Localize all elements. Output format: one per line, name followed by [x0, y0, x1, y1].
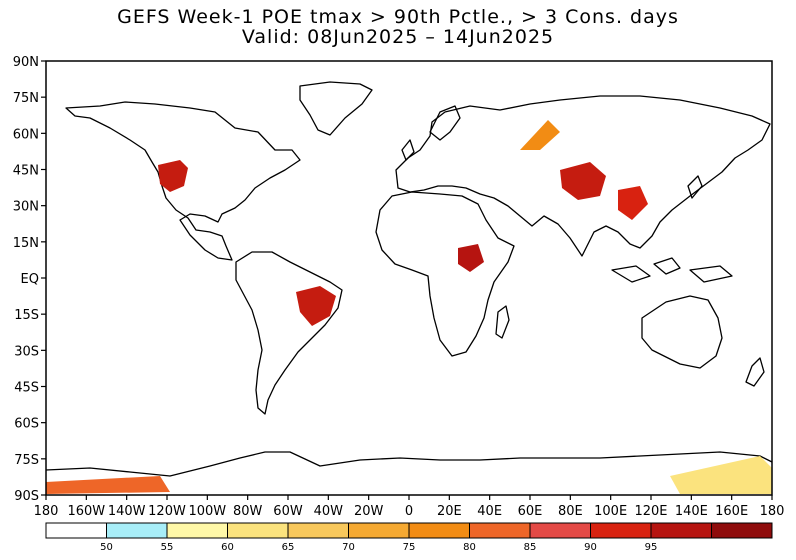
colorbar-swatch — [529, 522, 591, 539]
lat-tick-label: 60N — [13, 127, 39, 142]
south-america-outline — [235, 251, 343, 415]
colorbar-swatch — [227, 522, 289, 539]
colorbar-label: 80 — [463, 542, 476, 553]
lon-tick-label: 40E — [477, 504, 502, 519]
heat-patch-russia — [520, 120, 560, 150]
lon-tick-label: 180 — [34, 504, 59, 519]
heat-patch-antarctic-east — [670, 456, 772, 494]
heat-patch-east-africa — [458, 244, 484, 272]
lon-tick-label: 160E — [715, 504, 748, 519]
madagascar-outline — [495, 305, 510, 339]
heat-patch-china — [618, 186, 648, 220]
lon-tick-label: 40W — [314, 504, 344, 519]
africa-outline — [375, 191, 515, 357]
lon-tick-label: 140W — [108, 504, 146, 519]
lat-tick-label: 90S — [14, 489, 39, 504]
colorbar-swatch — [348, 522, 410, 539]
australia-outline — [641, 295, 723, 369]
lat-tick-label: 15S — [14, 308, 39, 323]
lat-tick-label: 15N — [13, 236, 39, 251]
color-legend: 50 55 60 65 70 75 80 85 90 95 — [45, 522, 773, 553]
colorbar-label: 60 — [221, 542, 234, 553]
heat-patch-western-us — [158, 160, 188, 192]
colorbar-label: 50 — [100, 542, 113, 553]
lat-tick-label: EQ — [21, 272, 39, 287]
colorbar-swatch — [408, 522, 470, 539]
lat-tick-label: 30N — [13, 200, 39, 215]
north-america-outline — [65, 101, 301, 261]
colorbar-swatch — [45, 522, 107, 539]
colorbar-label: 85 — [524, 542, 537, 553]
lon-tick-label: 80W — [233, 504, 263, 519]
heat-patch-antarctic-west — [46, 476, 170, 494]
lat-tick-label: 30S — [14, 344, 39, 359]
longitude-ticks: 180 160W 140W 120W 100W 80W 60W 40W 20W 0 20E 40E 60… — [34, 495, 785, 519]
lon-tick-label: 180 — [760, 504, 785, 519]
lon-tick-label: 140E — [675, 504, 708, 519]
lon-tick-label: 20W — [354, 504, 384, 519]
lon-tick-label: 60E — [518, 504, 543, 519]
lat-tick-label: 75N — [13, 91, 39, 106]
lat-tick-label: 75S — [14, 453, 39, 468]
japan-outline — [687, 175, 703, 199]
latitude-ticks: 90N 75N 60N 45N 30N 15N EQ 15S 30S 45S 60S 75S 90S — [13, 55, 46, 504]
colorbar-swatch — [287, 522, 349, 539]
lon-tick-label: 100W — [188, 504, 226, 519]
heat-patch-brazil — [296, 286, 336, 326]
lon-tick-label: 100E — [594, 504, 627, 519]
lat-tick-label: 90N — [13, 55, 39, 70]
lat-tick-label: 45N — [13, 164, 39, 179]
heat-patch-central-asia — [560, 162, 606, 200]
colorbar-label: 65 — [282, 542, 295, 553]
antarctica-outline — [45, 451, 773, 477]
greenland-outline — [299, 81, 373, 136]
lon-tick-label: 120E — [634, 504, 667, 519]
colorbar-label: 95 — [645, 542, 658, 553]
colorbar-label: 70 — [342, 542, 355, 553]
eurasia-outline — [395, 95, 771, 257]
colorbar-swatch — [469, 522, 531, 539]
colorbar-label: 55 — [161, 542, 174, 553]
british-isles-outline — [401, 139, 415, 161]
colorbar-swatch — [711, 522, 773, 539]
heat-patches — [46, 120, 772, 494]
lat-tick-label: 45S — [14, 381, 39, 396]
lon-tick-label: 160W — [67, 504, 105, 519]
lon-tick-label: 80E — [558, 504, 583, 519]
map-subtitle: Valid: 08Jun2025 – 14Jun2025 — [241, 26, 555, 48]
colorbar-label: 90 — [584, 542, 597, 553]
lon-tick-label: 20E — [437, 504, 462, 519]
map-border — [45, 60, 773, 496]
colorbar-swatch — [650, 522, 712, 539]
new-zealand-outline — [745, 357, 765, 387]
lon-tick-label: 120W — [148, 504, 186, 519]
map-frame: 90N 75N 60N 45N 30N 15N EQ 15S 30S 45S 60S 75S 90S 1… — [13, 55, 785, 519]
lon-tick-label: 60W — [273, 504, 303, 519]
lat-tick-label: 60S — [14, 417, 39, 432]
map-title: GEFS Week-1 POE tmax > 90th Pctle., > 3 … — [117, 6, 679, 28]
colorbar-label: 75 — [403, 542, 416, 553]
colorbar-swatch — [166, 522, 228, 539]
colorbar-swatch — [106, 522, 168, 539]
maritime-se-asia-outline — [611, 257, 733, 283]
lon-tick-label: 0 — [405, 504, 413, 519]
colorbar-swatch — [590, 522, 652, 539]
continent-outlines — [45, 81, 773, 477]
scandinavia-outline — [429, 105, 461, 141]
